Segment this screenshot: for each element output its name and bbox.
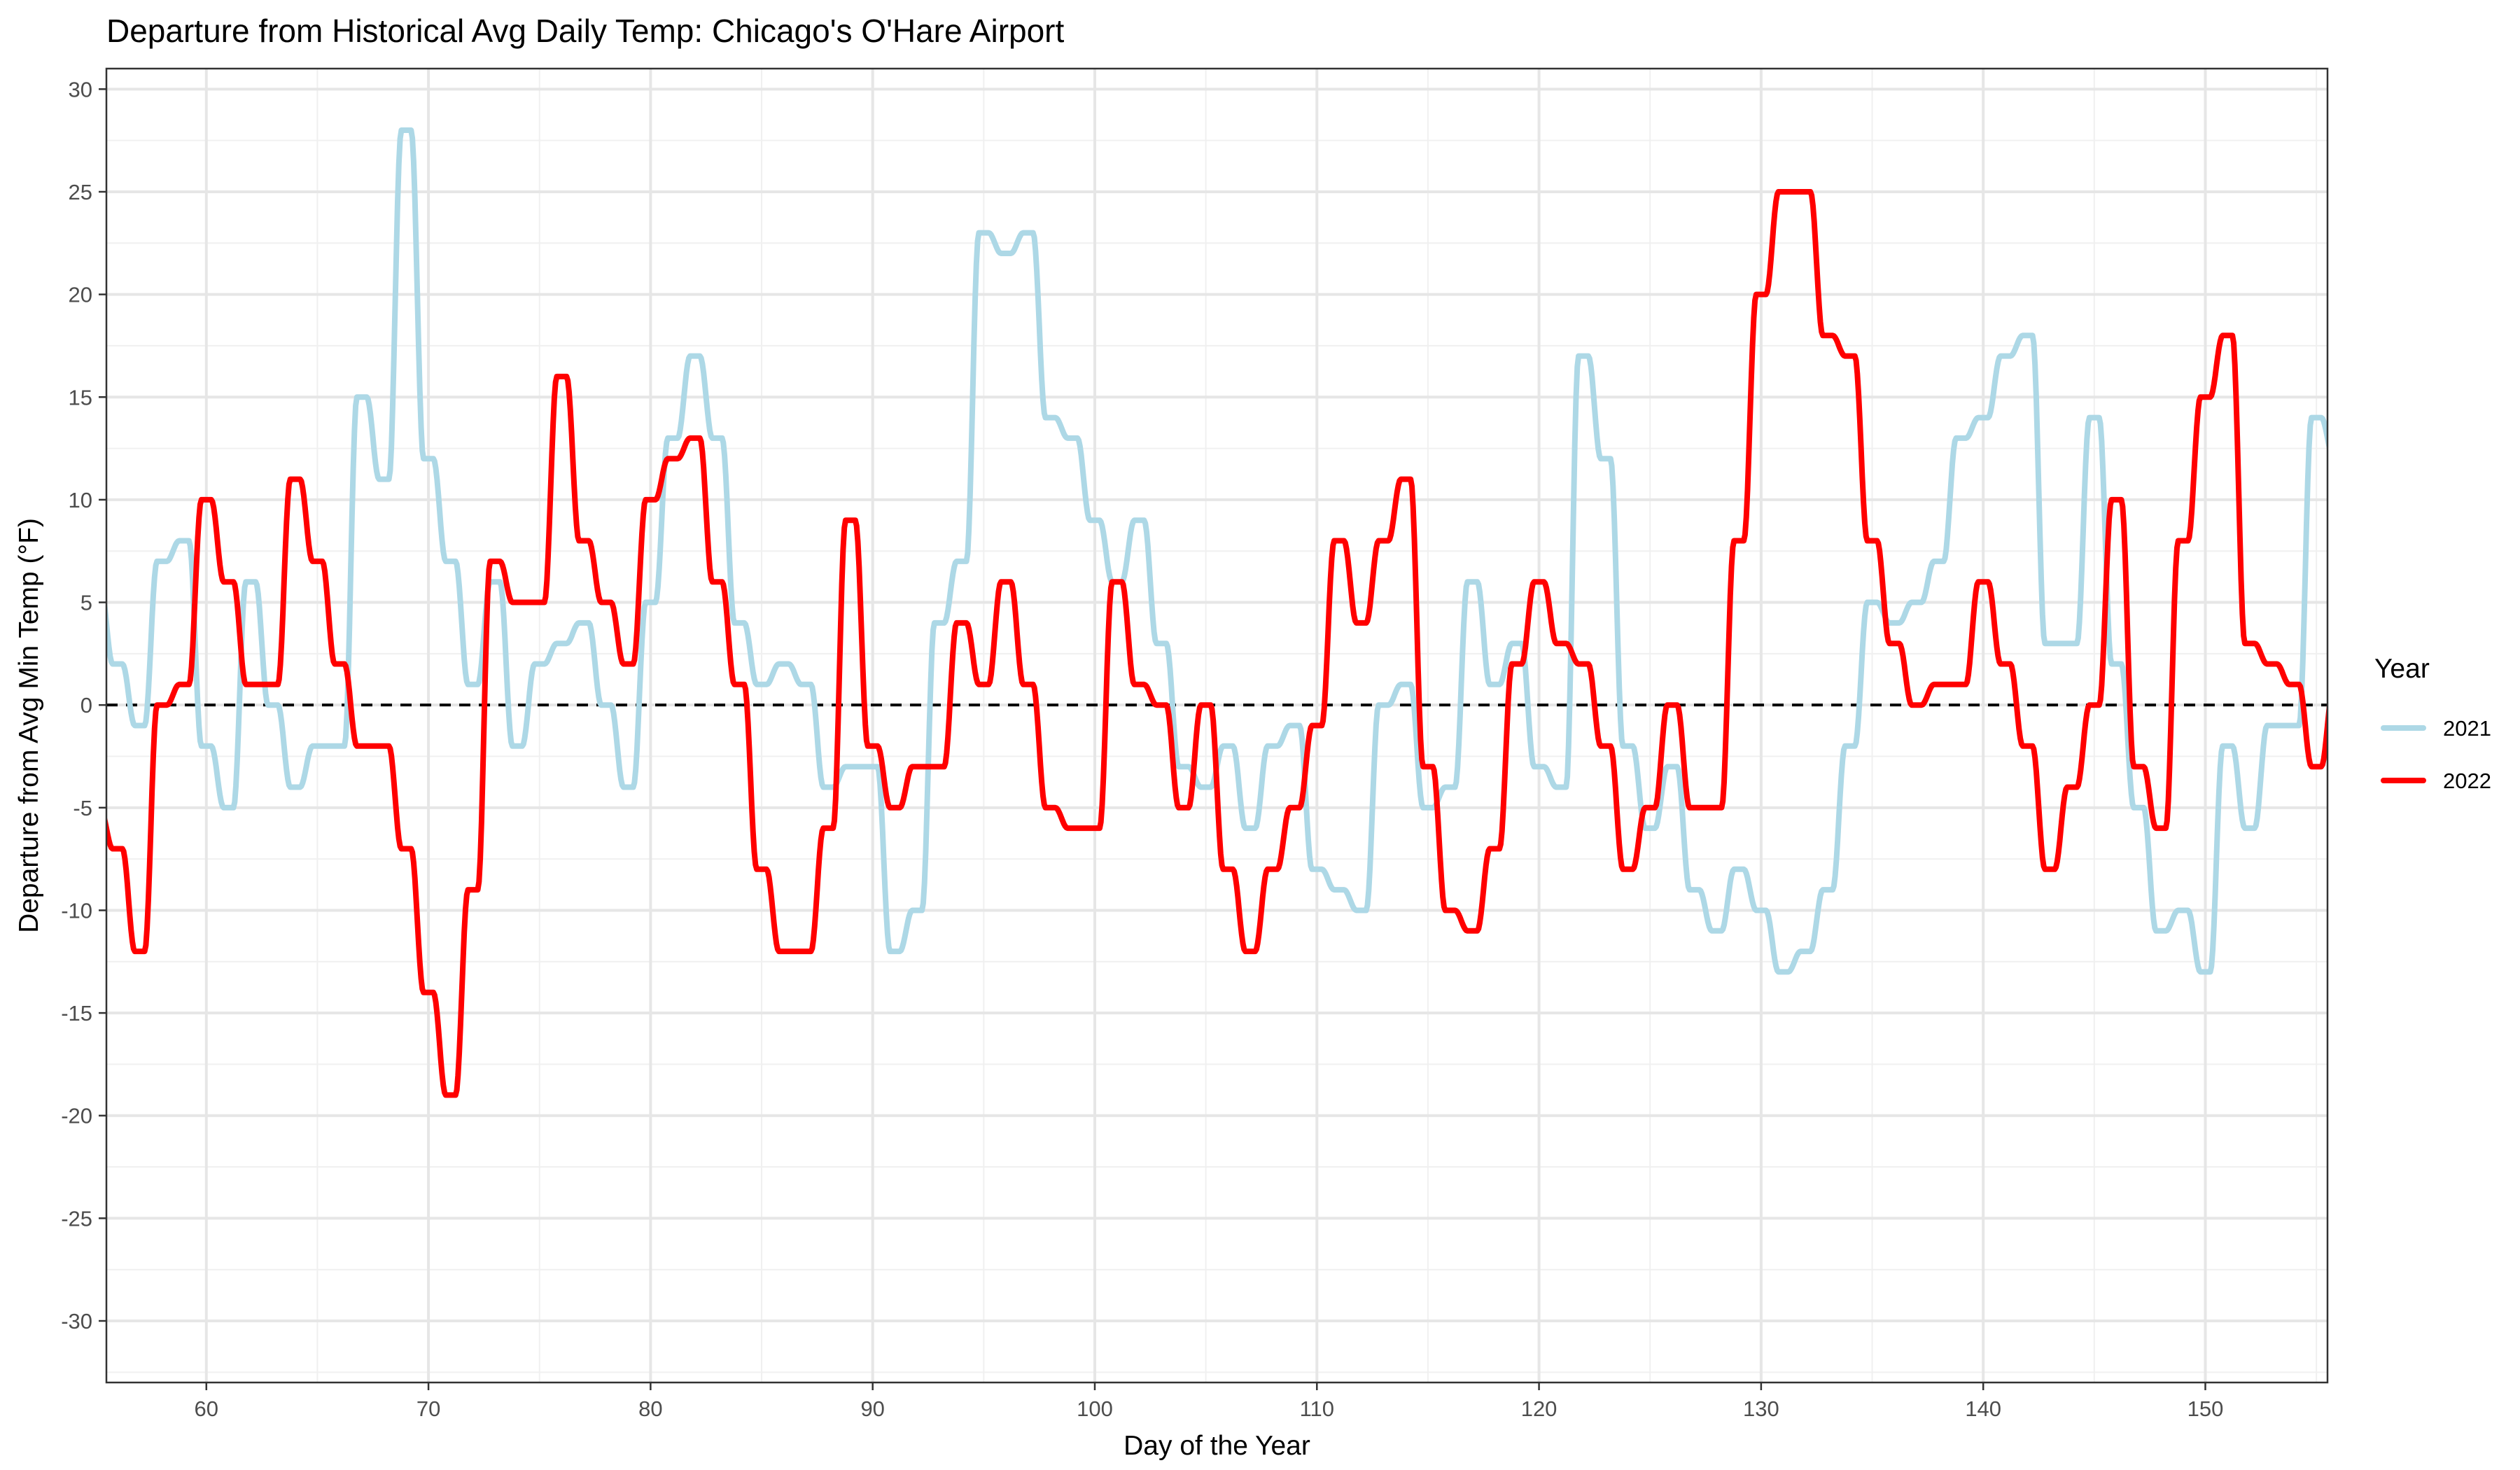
x-tick-label: 140 <box>1965 1396 2001 1421</box>
y-tick-label: 5 <box>80 591 92 615</box>
grid-major <box>106 69 2328 1382</box>
y-tick-label: -20 <box>61 1104 92 1128</box>
x-tick-label: 150 <box>2188 1396 2224 1421</box>
plot-panel <box>106 69 2328 1382</box>
x-tick-label: 90 <box>860 1396 884 1421</box>
y-tick-label: 20 <box>69 283 92 307</box>
y-tick-label: -30 <box>61 1309 92 1334</box>
legend-title: Year <box>2374 654 2430 684</box>
x-tick-label: 130 <box>1743 1396 1779 1421</box>
x-axis: 60 70 80 90 100 110 120 130 140 150 <box>195 1382 2224 1421</box>
legend-label-2022: 2022 <box>2443 769 2491 793</box>
plot-background <box>106 69 2328 1382</box>
x-tick-label: 80 <box>638 1396 662 1421</box>
y-tick-label: 0 <box>80 693 92 718</box>
y-tick-label: -15 <box>61 1001 92 1026</box>
series-line-2022 <box>106 189 2328 1098</box>
x-axis-label: Day of the Year <box>1124 1431 1310 1461</box>
x-tick-label: 70 <box>416 1396 440 1421</box>
y-tick-label: 10 <box>69 488 92 512</box>
series-layer <box>106 127 2328 1098</box>
y-tick-label: 25 <box>69 180 92 204</box>
y-tick-label: 30 <box>69 77 92 102</box>
grid-minor <box>106 69 2328 1382</box>
x-tick-label: 60 <box>195 1396 218 1421</box>
y-tick-label: 15 <box>69 385 92 410</box>
chart-title: Departure from Historical Avg Daily Temp… <box>106 13 1064 49</box>
y-axis-label: Departure from Avg Min Temp (°F) <box>14 518 44 933</box>
y-tick-label: -10 <box>61 898 92 923</box>
legend-label-2021: 2021 <box>2443 716 2491 741</box>
x-tick-label: 120 <box>1521 1396 1558 1421</box>
legend: Year 2021 2022 <box>2374 654 2491 793</box>
plot-border <box>105 67 2329 1384</box>
y-tick-label: -5 <box>73 796 92 820</box>
x-tick-label: 110 <box>1300 1396 1334 1421</box>
x-tick-label: 100 <box>1077 1396 1113 1421</box>
y-tick-label: -25 <box>61 1206 92 1231</box>
y-axis: -30 -25 -20 -15 -10 -5 0 5 10 15 20 25 30 <box>61 77 106 1334</box>
